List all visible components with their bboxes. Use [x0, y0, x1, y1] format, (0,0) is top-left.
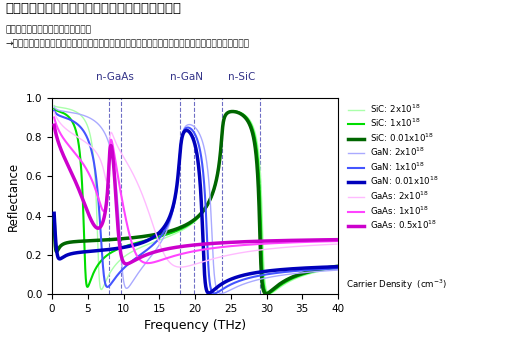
- Text: n-GaN: n-GaN: [170, 72, 203, 82]
- Text: n-GaAs: n-GaAs: [96, 72, 134, 82]
- Text: Carrier Density  (cm$^{-3}$): Carrier Density (cm$^{-3}$): [346, 278, 447, 292]
- Y-axis label: Reflectance: Reflectance: [7, 162, 20, 231]
- Text: n-SiC: n-SiC: [228, 72, 255, 82]
- X-axis label: Frequency (THz): Frequency (THz): [144, 319, 246, 332]
- Text: 半導体パラメーターの赤外反射計測の新しい方法: 半導体パラメーターの赤外反射計測の新しい方法: [5, 2, 181, 15]
- Text: 従来法：広帯域反射スペクトル解析: 従来法：広帯域反射スペクトル解析: [5, 25, 91, 34]
- Legend: SiC: 2x10$^{18}$, SiC: 1x10$^{18}$, SiC: 0.01x10$^{18}$, GaN: 2x10$^{18}$, GaN: : SiC: 2x10$^{18}$, SiC: 1x10$^{18}$, SiC:…: [348, 102, 439, 231]
- Text: →反射率が変化する周波数を特定して測れば簡単で早い！！内部リファレンスにより表面粗さに鈍感: →反射率が変化する周波数を特定して測れば簡単で早い！！内部リファレンスにより表面…: [5, 39, 249, 48]
